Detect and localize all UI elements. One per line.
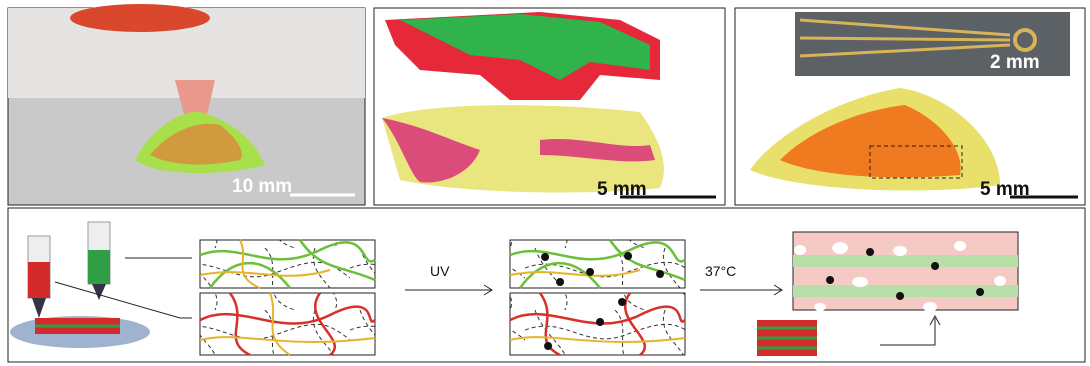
composite-network bbox=[793, 232, 1018, 310]
network-green bbox=[200, 240, 375, 288]
nozzle-red-fill bbox=[28, 262, 50, 298]
network-green-crosslinked bbox=[510, 240, 685, 288]
step-label: UV bbox=[430, 263, 450, 279]
photo-panel-1: 10 mm bbox=[8, 4, 365, 205]
photo-panel-2: 5 mm bbox=[374, 8, 725, 205]
green-stripe bbox=[793, 285, 1018, 297]
step-label: 37°C bbox=[705, 263, 736, 279]
nozzle-cap bbox=[70, 4, 210, 32]
green-stripe bbox=[793, 255, 1018, 267]
scale-label: 10 mm bbox=[232, 176, 292, 197]
photo-panel-3: 2 mm 5 mm bbox=[735, 8, 1085, 205]
schematic: UV 37°C bbox=[8, 208, 1085, 362]
inset-scale-label: 2 mm bbox=[990, 52, 1040, 73]
stack-block bbox=[757, 320, 817, 356]
nozzle-green-fill bbox=[88, 250, 110, 284]
figure: 10 mm 5 mm 2 mm 5 mm bbox=[0, 0, 1090, 366]
